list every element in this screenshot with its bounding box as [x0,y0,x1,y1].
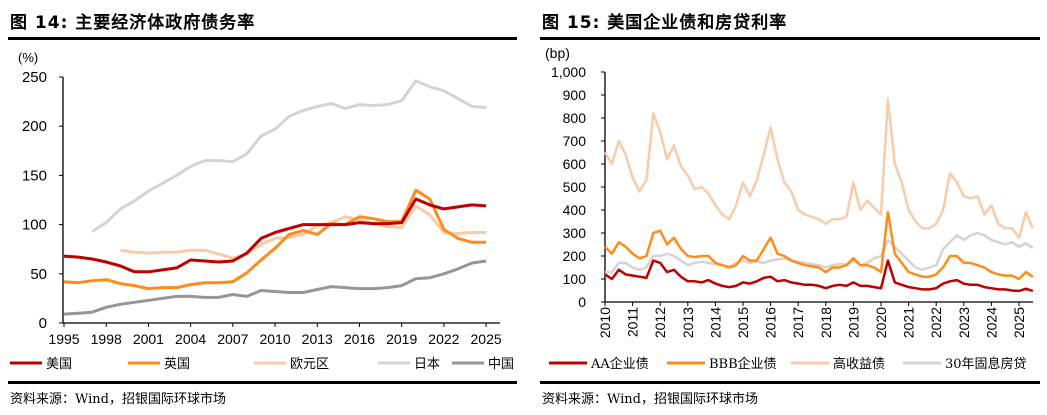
left-y-tick-label: 0 [39,315,47,332]
left-y-tick-label: 200 [22,118,47,135]
right-y-tick-label: 800 [563,110,587,126]
left-series-line-0 [63,197,487,274]
right-x-tick-label: 2022 [928,307,944,338]
left-legend-label: 英国 [164,357,190,372]
right-x-tick-label: 2018 [818,307,834,338]
left-y-tick-label: 250 [22,69,47,86]
left-x-tick-label: 1995 [48,331,79,347]
left-x-tick-label: 2019 [386,331,417,347]
right-legend-label: 高收益债 [833,356,885,372]
left-x-tick-label: 2001 [133,331,164,347]
left-title-rule [8,37,517,40]
left-footer-rule [8,381,517,384]
right-footer-rule [540,381,1040,384]
left-x-tick-label: 2025 [471,331,502,347]
left-x-tick-label: 2013 [302,331,333,347]
right-x-tick-label: 2024 [983,307,999,338]
left-y-tick-label: 150 [22,167,47,184]
left-y-tick-label: 50 [30,266,47,283]
right-x-tick-label: 2016 [763,307,779,338]
left-x-tick-label: 2016 [344,331,375,347]
right-x-tick-label: 2023 [956,307,972,338]
right-y-tick-label: 900 [563,87,587,103]
right-x-tick-label: 2017 [790,307,806,338]
right-y-tick-label: 1,000 [551,64,586,80]
left-legend-label: 美国 [46,357,72,372]
right-y-tick-label: 600 [563,156,587,172]
right-x-tick-label: 2019 [845,307,861,338]
right-y-tick-label: 200 [563,248,587,264]
right-x-tick-label: 2012 [652,307,668,338]
left-y-tick-label: 100 [22,217,47,234]
right-source-note: 资料来源：Wind，招银国际环球市场 [542,392,758,407]
right-y-tick-label: 100 [563,271,587,287]
right-y-tick-label: 0 [578,294,586,310]
right-y-tick-label: 700 [563,133,587,149]
right-series-line-1 [604,211,1034,281]
left-x-tick-label: 2007 [217,331,248,347]
left-chart-title: 图 14: 主要经济体政府债务率 [10,13,256,33]
right-title-rule [540,37,1040,40]
right-x-tick-label: 2011 [625,307,641,337]
right-y-unit: (bp) [545,45,570,61]
right-y-tick-label: 400 [563,202,587,218]
right-x-tick-label: 2015 [735,307,751,338]
right-series-line-0 [604,259,1034,293]
left-source-note: 资料来源：Wind，招银国际环球市场 [10,392,226,407]
left-x-tick-label: 2022 [428,331,459,347]
left-legend-label: 欧元区 [290,357,329,372]
left-series-line-2 [120,204,487,260]
right-x-tick-label: 2020 [873,307,889,338]
left-x-tick-label: 1998 [91,331,122,347]
left-x-tick-label: 2010 [259,331,290,347]
right-x-tick-label: 2010 [597,307,613,338]
right-x-tick-label: 2014 [707,307,723,338]
left-y-unit: (%) [18,50,38,65]
left-series-line-4 [63,259,487,316]
left-x-tick-label: 2004 [175,331,206,347]
left-series-line-3 [91,79,487,233]
right-x-tick-label: 2013 [680,307,696,338]
right-legend-label: AA企业债 [590,356,649,372]
right-legend-label: 30年固息房贷 [945,356,1027,372]
right-y-tick-label: 300 [563,225,587,241]
right-series-line-2 [603,98,1034,239]
left-legend-label: 日本 [414,357,440,372]
left-series-line-1 [63,188,487,291]
right-x-tick-label: 2021 [901,307,917,338]
right-x-tick-label: 2025 [1011,307,1027,338]
right-chart-title: 图 15: 美国企业债和房贷利率 [542,13,788,33]
left-legend-label: 中国 [488,357,514,372]
right-series-line-3 [605,231,1034,274]
right-legend-label: BBB企业债 [709,356,777,372]
right-y-tick-label: 500 [563,179,587,195]
